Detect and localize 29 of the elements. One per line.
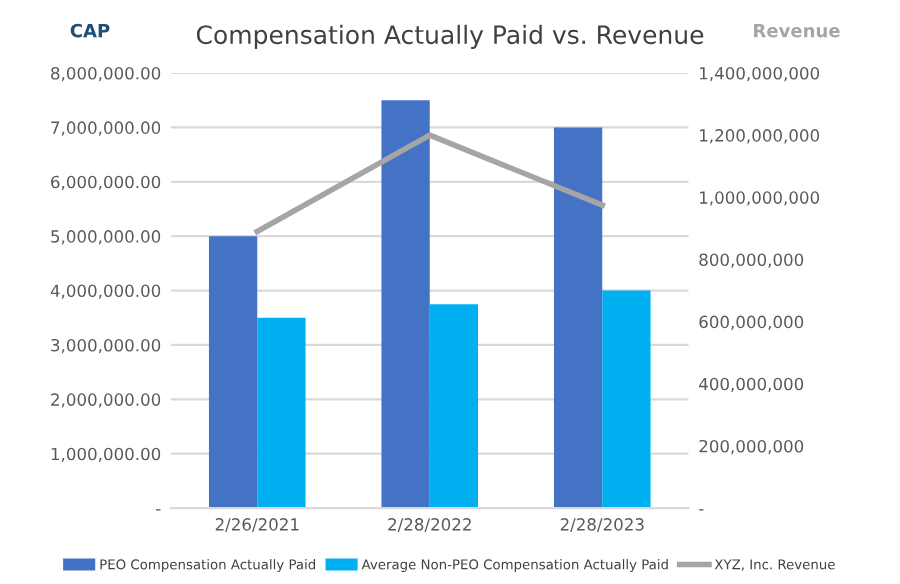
y-tick-label: - <box>156 509 161 511</box>
bar <box>257 317 306 509</box>
y2-tick-label: 1,400,000,000 <box>700 66 820 82</box>
y2-tick-label: - <box>699 509 704 511</box>
y2-axis-title: Revenue <box>754 23 840 38</box>
x-tick-label: 2/28/2023 <box>560 518 644 533</box>
y-axis-title: CAP <box>70 23 110 38</box>
bar <box>208 236 258 509</box>
y-tick-label: 3,000,000.00 <box>51 338 161 354</box>
y2-tick-label: 400,000,000 <box>699 377 804 393</box>
y-tick-label: 5,000,000.00 <box>51 230 161 245</box>
x-tick-label: 2/26/2021 <box>215 518 299 533</box>
y2-tick-label: 600,000,000 <box>699 315 804 330</box>
y2-tick-label: 1,200,000,000 <box>700 129 820 144</box>
y-tick-label: 6,000,000.00 <box>51 175 161 191</box>
x-tick-label: 2/28/2022 <box>388 518 471 533</box>
y2-tick-label: 200,000,000 <box>699 439 804 455</box>
y-tick-label: 8,000,000.00 <box>51 66 161 82</box>
y-tick-label: 2,000,000.00 <box>51 393 161 408</box>
bar <box>553 127 603 509</box>
y-tick-label: 4,000,000.00 <box>50 284 161 299</box>
y2-tick-label: 800,000,000 <box>699 253 804 268</box>
y-tick-label: 7,000,000.00 <box>51 121 161 136</box>
chart-title: Compensation Actually Paid vs. Revenue <box>196 24 704 49</box>
bar <box>602 290 651 509</box>
bar <box>429 304 479 509</box>
y2-tick-label: 1,000,000,000 <box>700 191 820 206</box>
y-tick-label: 1,000,000.00 <box>51 447 161 462</box>
bar <box>381 100 430 509</box>
